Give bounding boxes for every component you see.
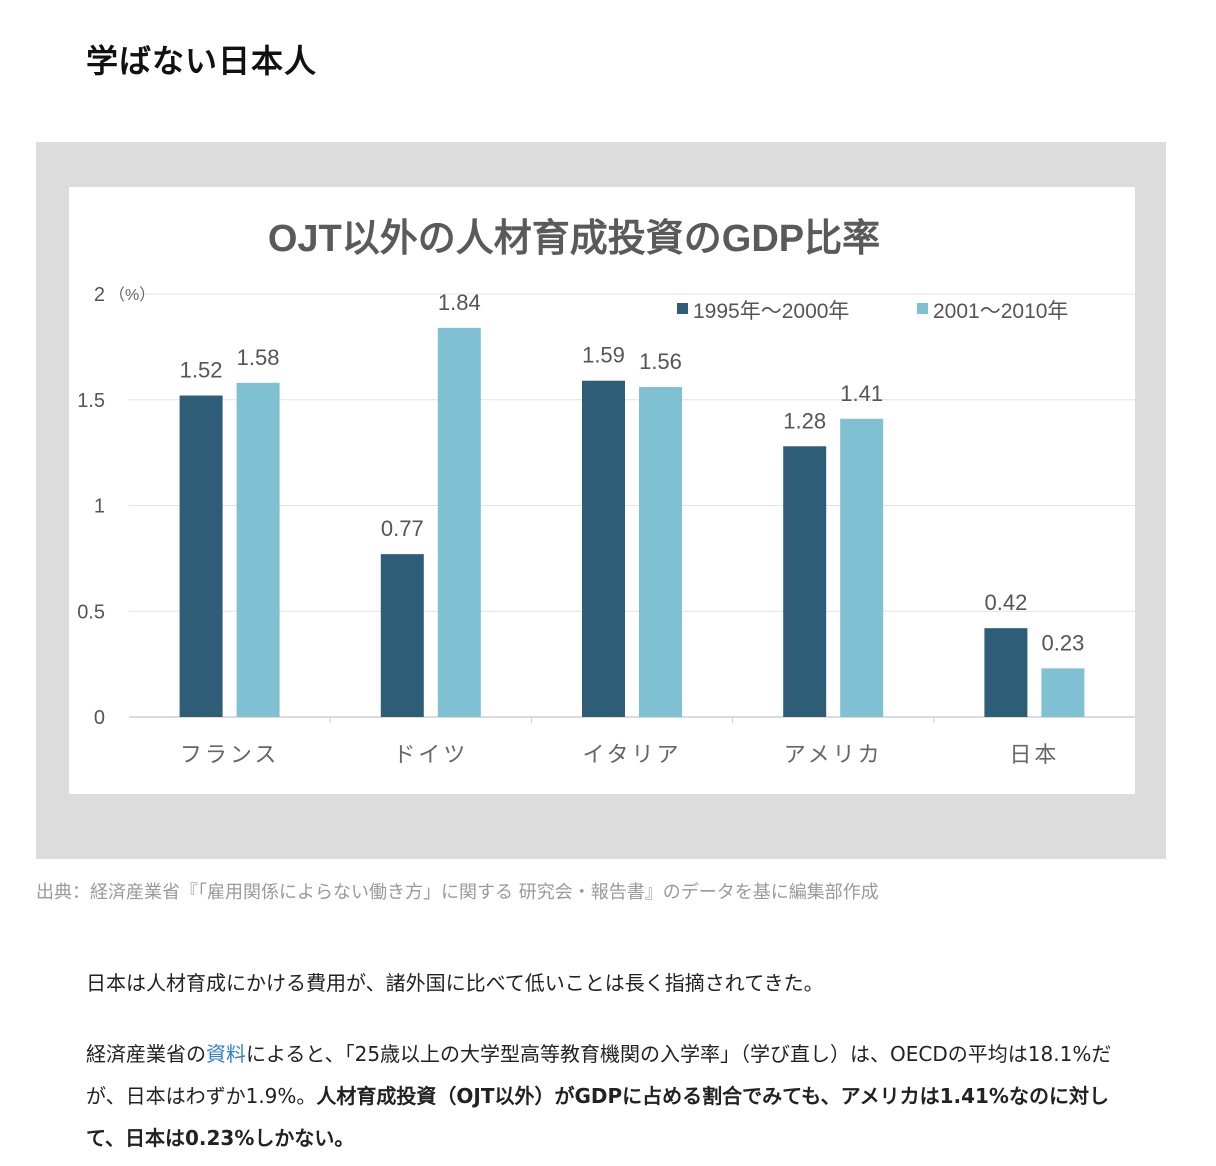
x-axis: フランス ドイツ イタリア アメリカ 日本: [180, 717, 1059, 767]
figure-caption: 出典：経済産業省『「雇用関係によらない働き方」に関する 研究会・報告書』のデータ…: [36, 882, 879, 903]
data-label: 1.52: [180, 358, 223, 383]
bar: [380, 554, 424, 717]
page-title: 学ばない日本人: [86, 42, 318, 80]
bar: [840, 418, 884, 717]
data-label: 1.59: [582, 343, 625, 368]
y-unit-label: （%）: [109, 286, 155, 304]
y-tick-label: 2: [94, 284, 105, 306]
data-label: 1.84: [438, 290, 481, 315]
paragraph-2: 経済産業省の資料によると、「25歳以上の大学型高等教育機関の入学率」（学び直し）…: [86, 1033, 1126, 1159]
chart-title: OJT以外の人材育成投資のGDP比率: [268, 218, 880, 260]
y-tick-label: 0.5: [77, 601, 105, 623]
bar: [984, 628, 1028, 717]
bar: [179, 395, 223, 717]
x-tick-label: ドイツ: [393, 742, 468, 767]
y-axis: 0 0.5 1 1.5 2 （%）: [77, 284, 155, 729]
bar: [236, 382, 280, 717]
y-tick-label: 1: [94, 496, 105, 518]
x-tick-label: フランス: [180, 742, 280, 767]
bar: [639, 387, 682, 717]
bar: [1041, 668, 1085, 717]
legend-label: 1995年〜2000年: [693, 300, 849, 323]
source-link[interactable]: 資料: [206, 1042, 246, 1066]
chart-card: OJT以外の人材育成投資のGDP比率 0 0.5 1 1.5 2 （%） 1.52 1.58…: [69, 187, 1135, 794]
x-tick-label: イタリア: [582, 742, 681, 767]
data-label: 1.58: [237, 345, 280, 370]
bar: [582, 380, 625, 717]
bar: [437, 327, 481, 717]
legend: 1995年〜2000年 2001〜2010年: [677, 300, 1068, 323]
data-label: 1.56: [639, 349, 682, 374]
x-tick-label: 日本: [1009, 742, 1059, 767]
legend-label: 2001〜2010年: [933, 300, 1068, 323]
legend-swatch: [917, 303, 928, 314]
x-tick-label: アメリカ: [784, 742, 883, 767]
paragraph-2-text-a: 経済産業省の: [86, 1042, 206, 1066]
bars: 1.52 1.58 0.77 1.84 1.59 1.56 1.28 1.41 0.42 0.23: [179, 290, 1085, 717]
paragraph-2-text-b: によると、「25歳以上の大学型高等教育機関の入学率」（学び直し）は、OECDの平…: [86, 1042, 1112, 1108]
y-tick-label: 1.5: [77, 390, 105, 412]
bar-chart: OJT以外の人材育成投資のGDP比率 00.511.52 （%） 1.521.58…: [77, 218, 1135, 767]
figure-frame: OJT以外の人材育成投資のGDP比率 0 0.5 1 1.5 2 （%） 1.52 1.58…: [36, 142, 1166, 859]
paragraph-2-bold: 人材育成投資（OJT以外）がGDPに占める割合でみても、アメリカは1.41%なの…: [86, 1084, 1109, 1150]
bar: [783, 446, 827, 717]
data-label: 0.23: [1041, 630, 1084, 655]
legend-swatch: [677, 303, 688, 314]
data-label: 1.28: [783, 408, 826, 433]
data-label: 0.77: [381, 516, 424, 541]
paragraph-1: 日本は人材育成にかける費用が、諸外国に比べて低いことは長く指摘されてきた。: [86, 971, 824, 995]
gridlines: [129, 293, 1135, 718]
data-label: 1.41: [840, 381, 883, 406]
data-label: 0.42: [984, 590, 1027, 615]
y-tick-label: 0: [94, 707, 105, 729]
